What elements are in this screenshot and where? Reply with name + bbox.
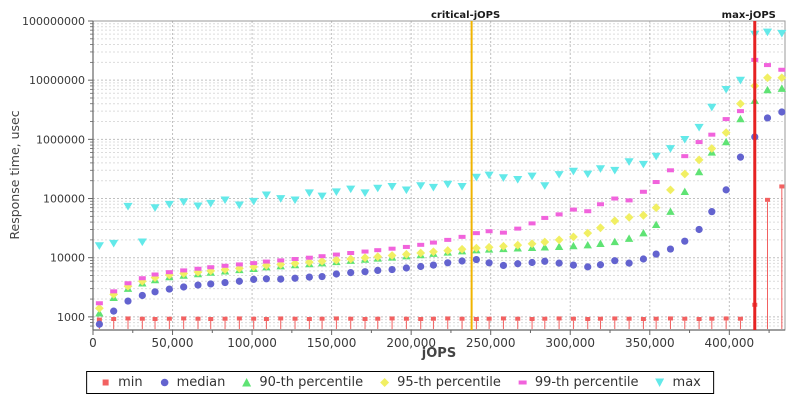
series-99-th-percentile — [95, 57, 786, 306]
legend-label: max — [672, 375, 701, 390]
x-tick-label: 200,000 — [386, 336, 436, 350]
legend-label: min — [118, 375, 143, 390]
legend-item-90-th-percentile: 90-th percentile — [240, 375, 363, 390]
legend: min median 90-th percentile 95-th percentil… — [86, 371, 714, 394]
legend-marker-icon — [380, 378, 390, 387]
legend-marker-icon — [242, 378, 252, 387]
x-tick-label: 300,000 — [545, 336, 595, 350]
y-tick-label: 10000000 — [29, 74, 85, 87]
series-max — [94, 28, 787, 250]
x-tick-label: 150,000 — [307, 336, 357, 350]
y-tick-label: 100000 — [43, 193, 85, 206]
x-tick-label: 350,000 — [625, 336, 675, 350]
legend-label: median — [176, 375, 226, 390]
legend-label: 99-th percentile — [534, 375, 639, 390]
legend-item-99-th-percentile: 99-th percentile — [516, 375, 639, 390]
x-tick-label: 100,000 — [227, 336, 277, 350]
legend-marker-icon — [518, 380, 527, 385]
reference-line-max-jOPS: max-jOPS — [722, 10, 776, 330]
x-tick-label: 50,000 — [152, 336, 194, 350]
legend-item-95-th-percentile: 95-th percentile — [378, 375, 501, 390]
legend-marker-icon — [160, 378, 168, 387]
series-min — [96, 184, 785, 329]
y-tick-label: 100000000 — [22, 15, 85, 28]
y-axis-title: Response time, usec — [7, 110, 22, 240]
x-axis-title: jOPS — [421, 346, 457, 361]
legend-label: 90-th percentile — [259, 375, 364, 390]
reference-line-critical-jOPS: critical-jOPS — [431, 10, 500, 330]
x-tick-label: 250,000 — [466, 336, 516, 350]
legend-label: 95-th percentile — [397, 375, 501, 390]
reference-line-label: critical-jOPS — [431, 10, 500, 21]
legend-marker-icon — [655, 378, 665, 387]
x-tick-label: 0 — [89, 336, 97, 350]
axis-ticks: 0 50,000 100,000 150,000 200,000 250,000 300,0… — [22, 15, 770, 350]
legend-marker-icon — [102, 379, 109, 386]
x-tick-label: 400,000 — [705, 336, 755, 350]
y-tick-label: 10000 — [50, 252, 85, 265]
series-median — [95, 108, 786, 328]
y-tick-label: 1000000 — [36, 133, 85, 146]
reference-line-label: max-jOPS — [722, 10, 776, 21]
legend-item-min: min — [99, 375, 143, 390]
legend-item-max: max — [654, 375, 701, 390]
legend-item-median: median — [158, 375, 226, 390]
y-tick-label: 1000 — [57, 311, 85, 324]
